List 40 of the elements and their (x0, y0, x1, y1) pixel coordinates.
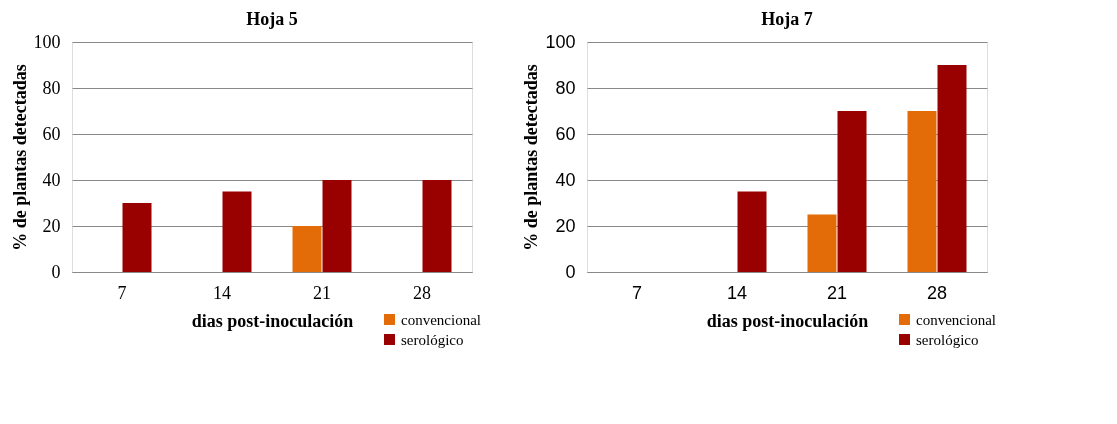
x-tick-label: 7 (631, 282, 643, 303)
chart-title: Hoja 7 (761, 9, 813, 29)
y-axis-title: % de plantas detectadas (521, 64, 542, 251)
x-tick-label: 28 (926, 282, 948, 303)
y-tick-label: 0 (565, 261, 576, 282)
y-tick-label: 40 (42, 169, 61, 190)
legend-label: convencional (401, 311, 481, 328)
y-tick-label: 40 (555, 169, 576, 190)
x-tick-label: 21 (826, 282, 848, 303)
bar (222, 191, 252, 272)
y-tick-label: 80 (42, 77, 61, 98)
bar (807, 214, 837, 272)
x-tick-label: 28 (413, 282, 431, 303)
y-tick-label: 100 (545, 31, 576, 52)
bar (422, 180, 452, 272)
bar (937, 65, 967, 272)
x-tick-label: 14 (726, 282, 748, 303)
bar (292, 226, 322, 272)
y-tick-label: 60 (555, 123, 576, 144)
y-tick-label: 20 (42, 215, 61, 236)
y-axis-title: % de plantas detectadas (9, 64, 30, 251)
y-tick-label: 0 (51, 261, 61, 282)
legend-label: serológico (916, 331, 979, 348)
x-axis-title: dias post-inoculación (706, 310, 869, 331)
x-tick-label: 14 (213, 282, 231, 303)
legend-label: convencional (916, 311, 996, 328)
y-tick-label: 80 (555, 77, 576, 98)
x-tick-label: 7 (117, 282, 127, 303)
x-axis-title: dias post-inoculación (191, 310, 354, 331)
y-tick-label: 20 (555, 215, 576, 236)
chart-title: Hoja 5 (246, 9, 298, 29)
bar (737, 191, 767, 272)
legend-label: serológico (401, 331, 464, 348)
bar (322, 180, 352, 272)
y-tick-label: 100 (33, 31, 61, 52)
x-tick-label: 21 (313, 282, 331, 303)
bar (907, 111, 937, 272)
y-tick-label: 60 (42, 123, 61, 144)
bar (122, 203, 152, 272)
bar (837, 111, 867, 272)
